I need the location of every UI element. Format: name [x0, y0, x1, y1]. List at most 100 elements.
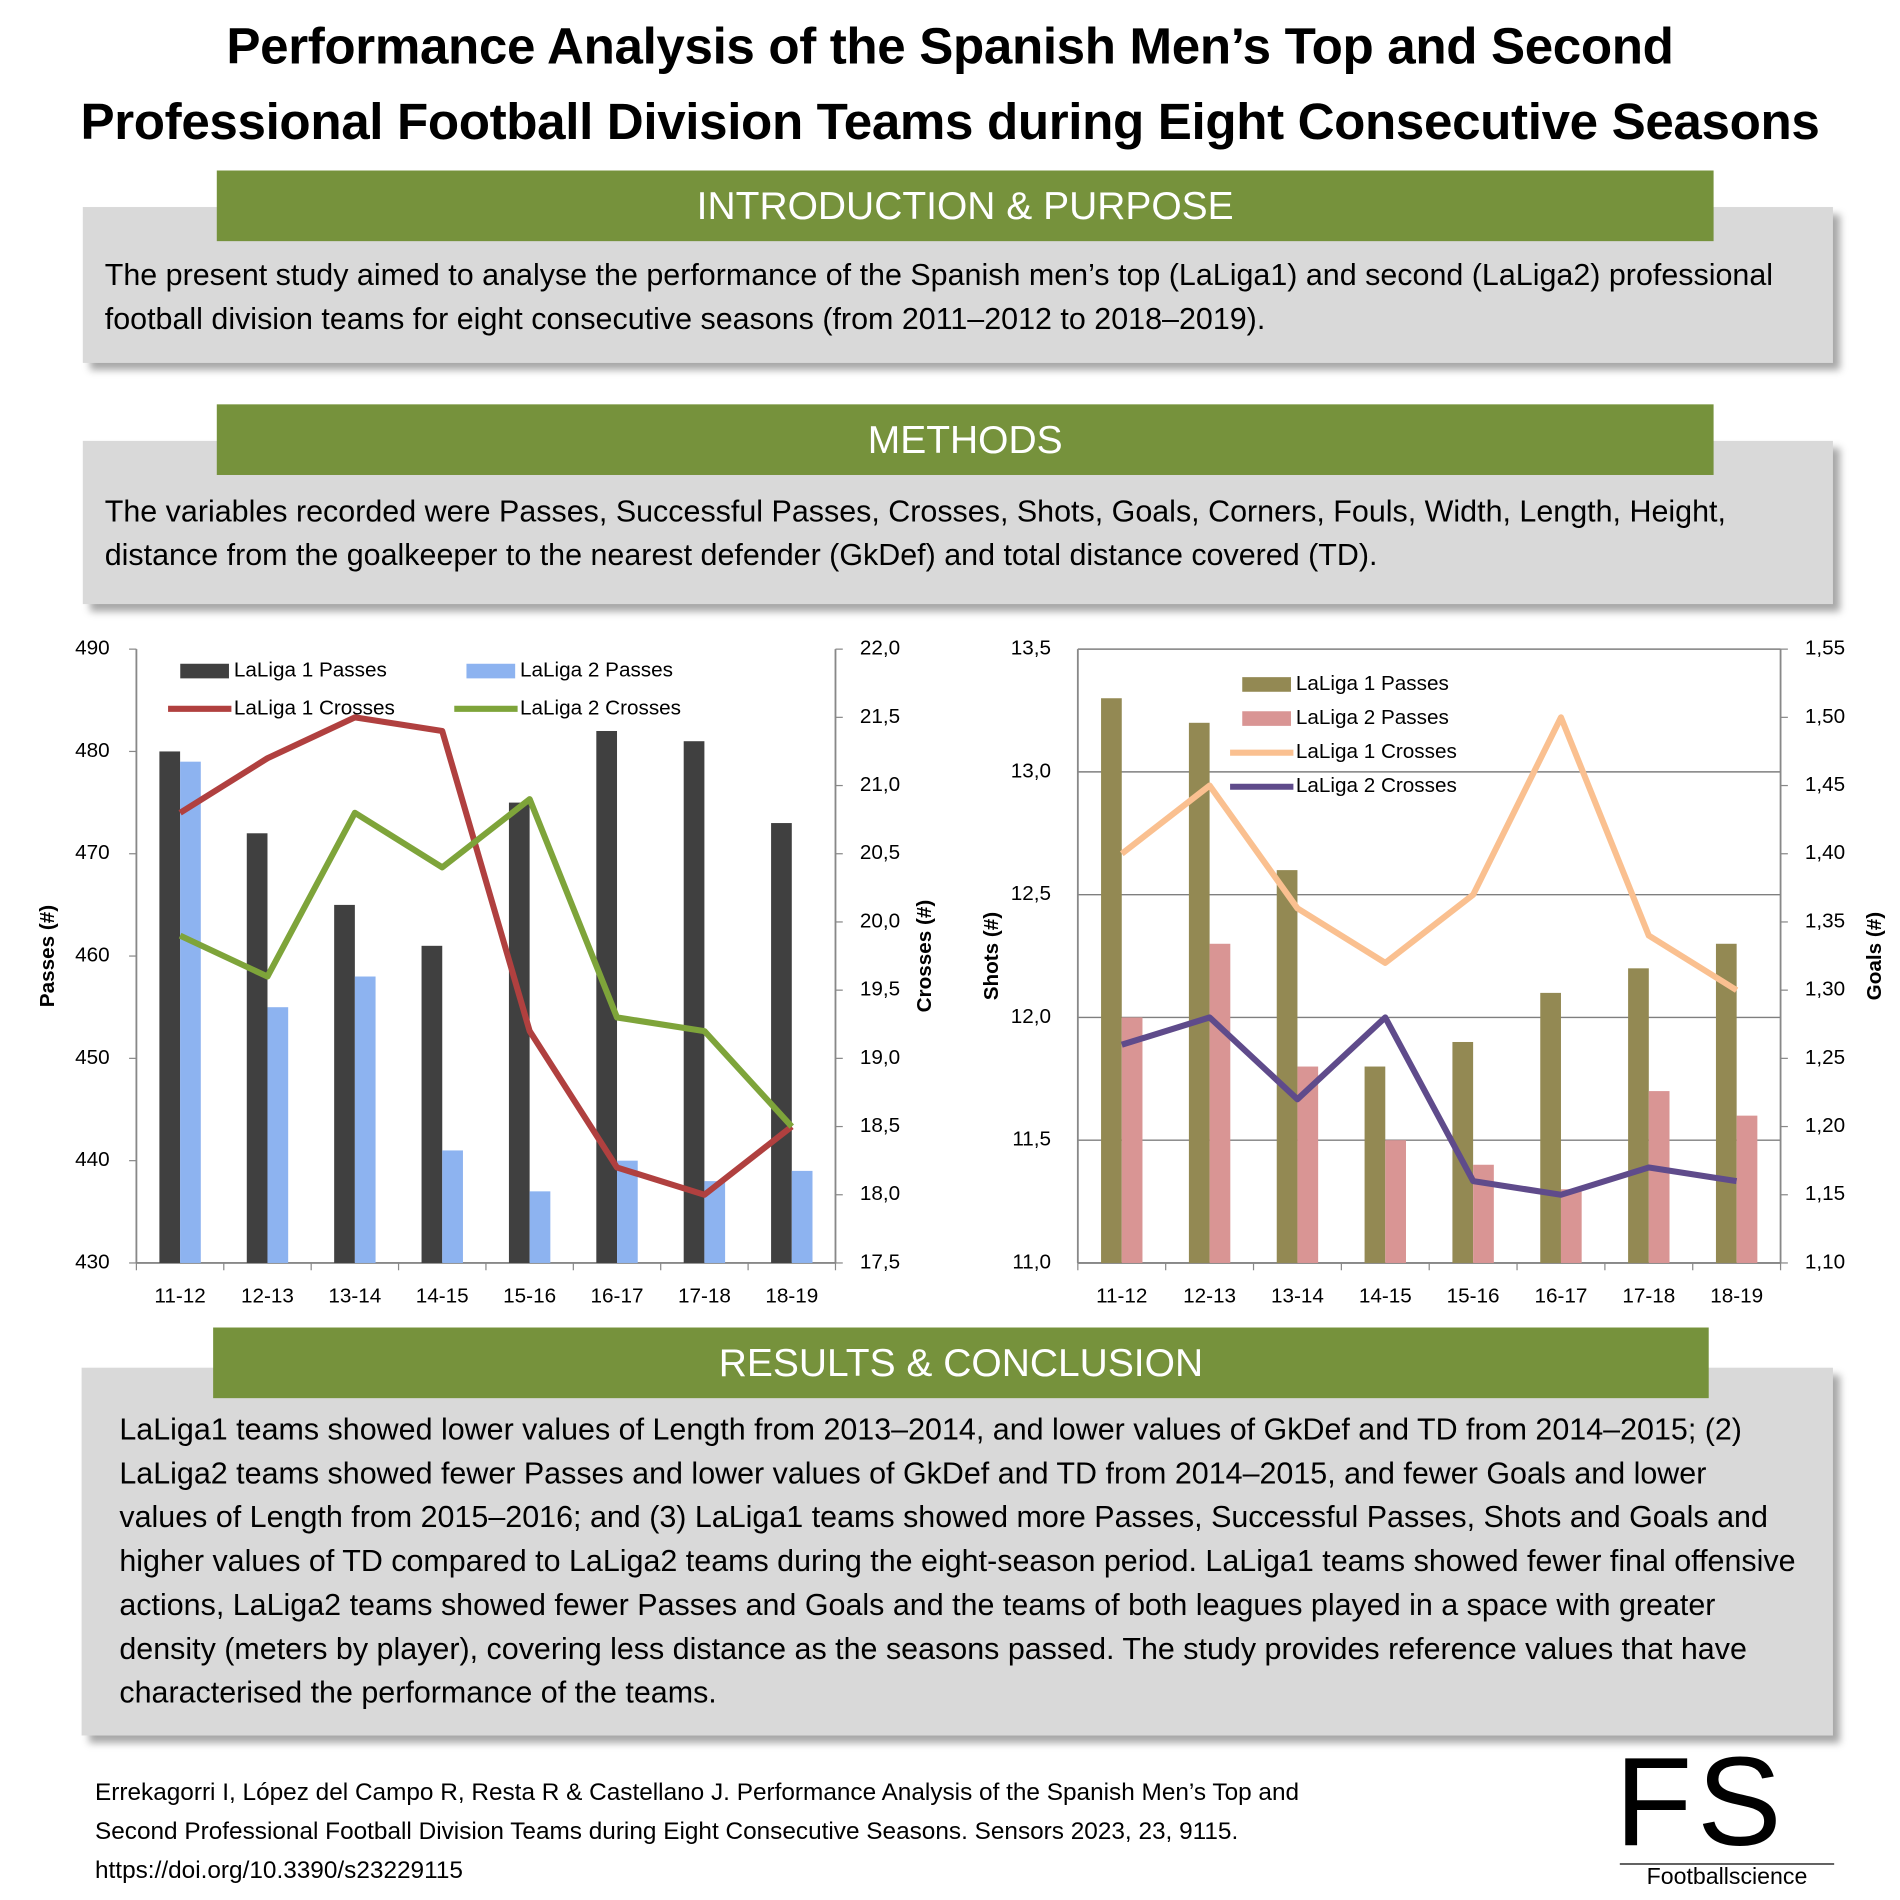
x-tick-label: 17-18: [678, 1285, 731, 1308]
x-tick-label: 11-12: [154, 1285, 205, 1308]
y2-tick-label: 18,5: [860, 1114, 900, 1137]
x-tick-label: 12-13: [1183, 1285, 1236, 1308]
y2-tick-label: 20,0: [860, 909, 900, 932]
citation: https://doi.org/10.3390/s23229115: [94, 1857, 463, 1885]
y2-tick-label: 1,10: [1805, 1250, 1845, 1273]
y-axis-label: Shots (#): [980, 912, 1003, 1001]
y-tick-label: 450: [75, 1046, 110, 1069]
y2-tick-label: 1,25: [1805, 1046, 1845, 1069]
y-tick-label: 490: [75, 637, 110, 660]
y2-tick-label: 1,55: [1805, 637, 1845, 660]
y-tick-label: 12,5: [1011, 882, 1051, 905]
y2-tick-label: 1,45: [1805, 773, 1845, 796]
legend-swatch: [1242, 711, 1291, 726]
y2-tick-label: 19,5: [860, 978, 900, 1001]
y2-tick-label: 20,5: [860, 841, 900, 864]
bar: [1560, 1189, 1582, 1263]
bar: [421, 945, 443, 1263]
citation: Errekagorri I, López del Campo R, Resta …: [94, 1779, 1300, 1807]
x-tick-label: 14-15: [1359, 1285, 1412, 1308]
bar: [1736, 1115, 1758, 1263]
title-line: Performance Analysis of the Spanish Men’…: [226, 17, 1674, 75]
y2-axis-label: Goals (#): [1863, 912, 1886, 1001]
y2-tick-label: 21,5: [860, 705, 900, 728]
x-tick-label: 11-12: [1096, 1285, 1147, 1308]
bar: [442, 1150, 463, 1263]
bar: [1540, 992, 1561, 1263]
section-heading: RESULTS & CONCLUSION: [213, 1327, 1709, 1399]
bar: [1648, 1091, 1670, 1263]
legend-swatch: [1242, 677, 1291, 692]
legend-label: LaLiga 1 Passes: [234, 659, 387, 682]
bar: [246, 833, 268, 1263]
legend-label: LaLiga 2 Crosses: [1296, 774, 1457, 797]
bar: [1188, 722, 1210, 1263]
bar: [334, 904, 355, 1263]
section-heading: INTRODUCTION & PURPOSE: [216, 170, 1714, 242]
y2-tick-label: 1,20: [1805, 1114, 1845, 1137]
bar: [508, 802, 530, 1263]
x-tick-label: 16-17: [1535, 1285, 1588, 1308]
bar: [159, 751, 181, 1263]
bar: [617, 1160, 638, 1263]
x-tick-label: 14-15: [416, 1285, 469, 1308]
section-text: LaLiga1 teams showed lower values of Len…: [119, 1412, 1796, 1710]
y2-tick-label: 1,15: [1805, 1182, 1845, 1205]
y-tick-label: 470: [75, 841, 110, 864]
y2-tick-label: 18,0: [860, 1182, 900, 1205]
x-tick-label: 13-14: [1271, 1285, 1324, 1308]
y-tick-label: 440: [75, 1148, 110, 1171]
y2-axis-label: Crosses (#): [913, 900, 936, 1013]
y-axis-label: Passes (#): [36, 905, 59, 1007]
x-tick-label: 18-19: [765, 1285, 818, 1308]
bar: [1101, 698, 1122, 1263]
y-tick-label: 12,0: [1011, 1005, 1051, 1028]
legend-swatch: [466, 663, 516, 679]
legend-swatch: [180, 663, 229, 679]
bar: [704, 1181, 726, 1263]
x-tick-label: 15-16: [503, 1285, 556, 1308]
legend-label: LaLiga 1 Crosses: [234, 696, 395, 719]
bar: [1452, 1041, 1474, 1263]
panel: [81, 1367, 1833, 1736]
line: [178, 796, 795, 1129]
bar: [1364, 1066, 1386, 1263]
bar: [771, 823, 792, 1263]
bar: [1385, 1140, 1406, 1263]
y2-tick-label: 17,5: [860, 1250, 900, 1273]
x-tick-label: 18-19: [1710, 1285, 1763, 1308]
bar: [354, 976, 376, 1263]
line: [1119, 714, 1739, 993]
bar: [1297, 1066, 1319, 1263]
y2-tick-label: 1,40: [1805, 841, 1845, 864]
y2-tick-label: 22,0: [860, 637, 900, 660]
y-tick-label: 430: [75, 1250, 110, 1273]
y-tick-label: 11,5: [1012, 1128, 1051, 1151]
bar: [1473, 1164, 1494, 1263]
y2-tick-label: 1,30: [1805, 978, 1845, 1001]
x-tick-label: 12-13: [241, 1285, 294, 1308]
section-heading: METHODS: [216, 404, 1714, 475]
bar: [683, 741, 705, 1263]
bar: [267, 1007, 289, 1263]
section-text: The variables recorded were Passes, Succ…: [104, 494, 1726, 573]
y-tick-label: 13,5: [1011, 637, 1051, 660]
legend-label: LaLiga 1 Crosses: [1296, 740, 1457, 763]
y-tick-label: 480: [75, 739, 110, 762]
section-text: The present study aimed to analyse the p…: [104, 258, 1774, 337]
bar: [1276, 870, 1298, 1263]
y-tick-label: 460: [75, 944, 110, 967]
bar: [596, 730, 618, 1263]
y2-tick-label: 19,0: [860, 1046, 900, 1069]
x-tick-label: 15-16: [1447, 1285, 1500, 1308]
line: [1120, 1014, 1738, 1198]
logo-name: Footballscience: [1619, 1863, 1835, 1891]
legend-label: LaLiga 1 Passes: [1296, 672, 1449, 695]
y-tick-label: 11,0: [1012, 1250, 1051, 1273]
bar: [1715, 943, 1737, 1263]
logo-mark: FS: [1614, 1731, 1787, 1874]
legend-label: LaLiga 2 Passes: [520, 659, 673, 682]
x-tick-label: 16-17: [591, 1285, 644, 1308]
bar: [1209, 943, 1231, 1263]
